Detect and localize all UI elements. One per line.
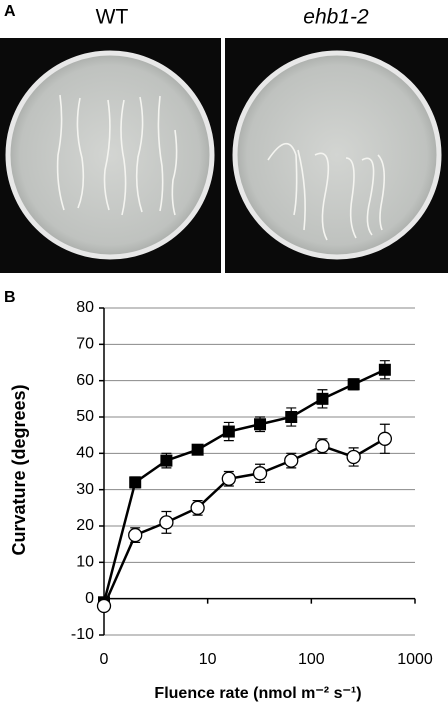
- petri-dish: [5, 50, 215, 260]
- marker: [377, 431, 393, 446]
- x-tick-label: 1000: [397, 651, 433, 668]
- x-axis-title: Fluence rate (nmol m⁻² s⁻¹): [154, 685, 361, 702]
- y-tick-label: -10: [71, 626, 94, 643]
- series-line: [102, 368, 386, 603]
- y-tick-label: 0: [85, 590, 94, 607]
- y-tick-label: 70: [76, 336, 94, 353]
- marker: [160, 454, 173, 467]
- y-tick-label: 10: [76, 554, 94, 571]
- marker: [378, 363, 391, 376]
- y-tick-label: 80: [76, 299, 94, 316]
- marker: [347, 378, 360, 391]
- marker: [284, 453, 299, 468]
- series-line: [102, 437, 386, 607]
- marker: [159, 515, 174, 530]
- marker: [316, 392, 329, 405]
- panel-label: A: [4, 3, 16, 20]
- marker: [222, 425, 235, 438]
- marker: [221, 471, 236, 486]
- marker: [254, 418, 267, 431]
- petri-dish: [232, 50, 442, 260]
- y-tick-label: 20: [76, 517, 94, 534]
- genotype-label: WT: [96, 6, 129, 29]
- y-tick-label: 30: [76, 481, 94, 498]
- y-tick-label: 40: [76, 445, 94, 462]
- x-tick-label: 100: [298, 651, 325, 668]
- marker: [96, 598, 112, 614]
- marker: [285, 411, 298, 423]
- y-tick-label: 50: [76, 408, 94, 425]
- genotype-label: ehb1-2: [303, 6, 369, 29]
- plot: -10 0 10 20 30 40 50 60 70 80 0 10 100 1000: [71, 299, 433, 668]
- x-tick-label: 10: [199, 651, 217, 668]
- panel-label: B: [4, 289, 16, 306]
- x-tick-label: 0: [100, 651, 109, 668]
- marker: [128, 527, 143, 543]
- marker: [315, 438, 330, 454]
- marker: [191, 443, 204, 456]
- marker: [129, 476, 142, 489]
- marker: [346, 449, 361, 465]
- seedlings: [56, 94, 386, 241]
- marker: [190, 500, 205, 515]
- y-axis-title: Curvature (degrees): [9, 384, 29, 555]
- marker: [252, 466, 268, 481]
- y-tick-label: 60: [76, 372, 94, 389]
- photo-panel: [0, 38, 448, 273]
